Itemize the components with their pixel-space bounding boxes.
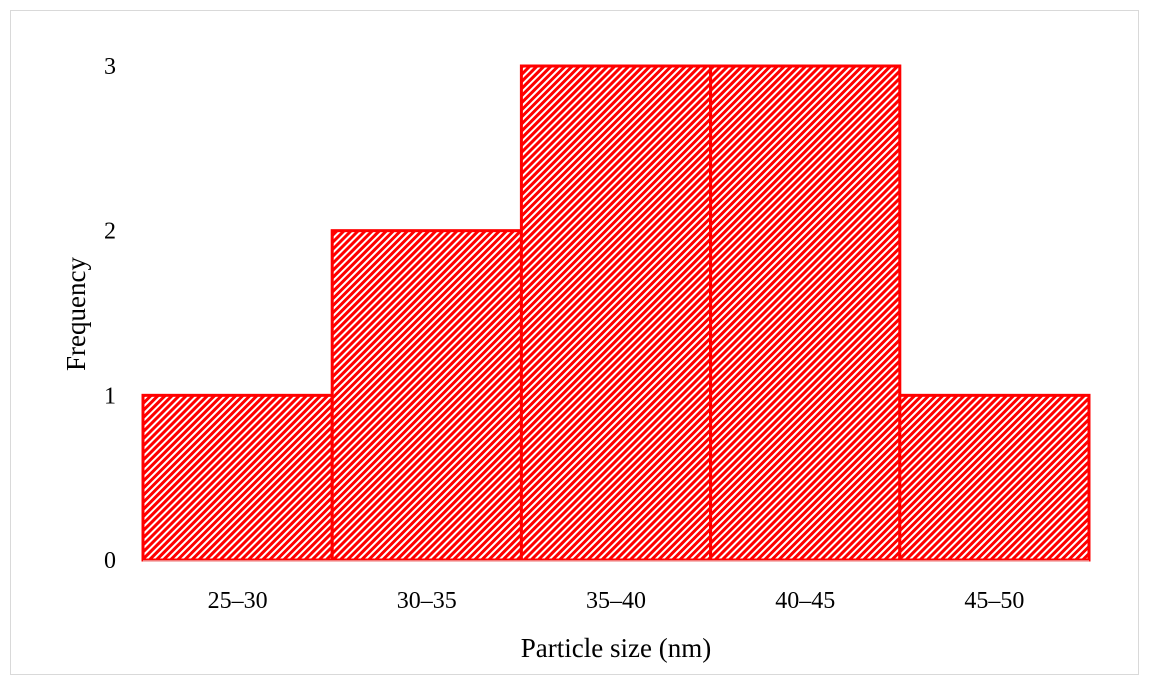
- bar-40–45: [709, 64, 902, 562]
- x-tick-label: 25–30: [208, 588, 268, 614]
- x-tick-label: 45–50: [964, 588, 1024, 614]
- x-tick-label: 40–45: [775, 588, 835, 614]
- bar-30–35: [330, 229, 523, 562]
- y-tick-label: 0: [104, 548, 116, 574]
- x-tick-label: 30–35: [397, 588, 457, 614]
- y-tick-label: 2: [104, 219, 116, 245]
- y-axis-title: Frequency: [61, 257, 91, 371]
- x-axis-title: Particle size (nm): [521, 633, 711, 663]
- bar-45–50: [898, 393, 1091, 562]
- bar-35–40: [519, 64, 713, 562]
- x-tick-label: 35–40: [586, 588, 646, 614]
- bars-layer: [141, 64, 1091, 562]
- x-tick-labels: 25–30 30–35 35–40 40–45 45–50: [208, 588, 1025, 614]
- y-tick-label: 1: [104, 383, 116, 409]
- y-tick-labels: 0 1 2 3: [104, 54, 116, 574]
- y-tick-label: 3: [104, 54, 116, 80]
- bar-25–30: [141, 393, 334, 562]
